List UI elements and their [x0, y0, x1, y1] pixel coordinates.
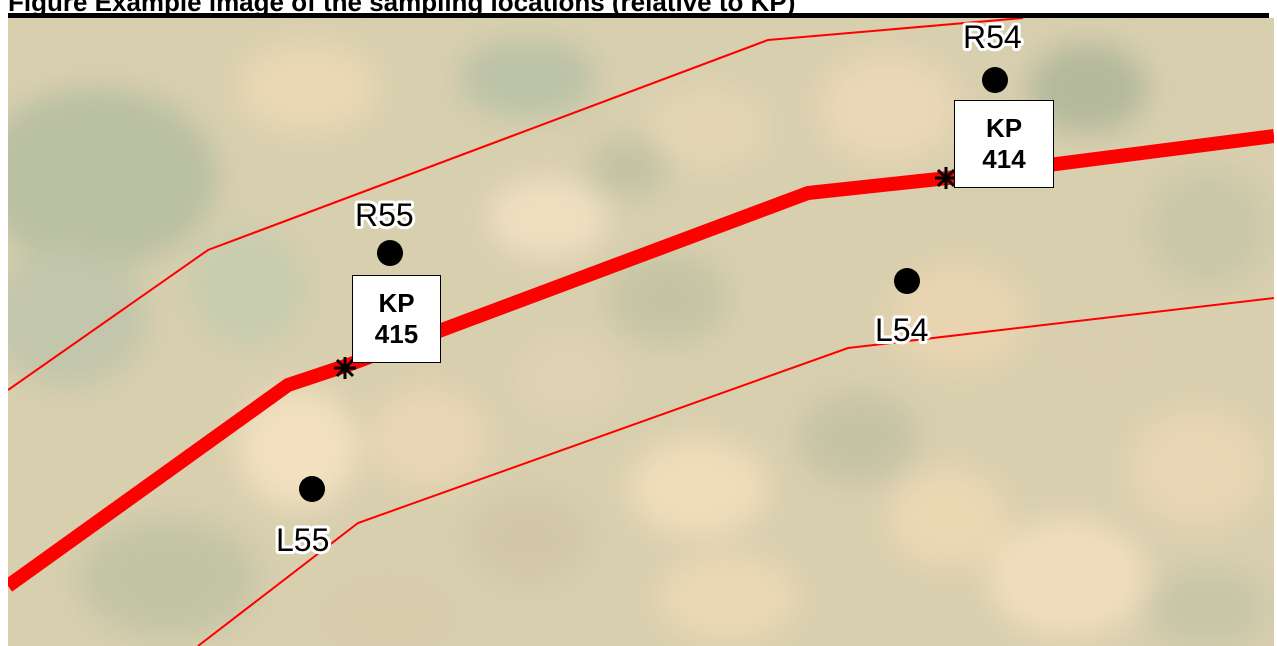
sampling-point-r55[interactable]: [377, 240, 403, 266]
kp-label-number: 414: [982, 144, 1026, 174]
kp-label-box-415: KP 415: [352, 275, 441, 363]
sampling-label-r55: R55: [355, 197, 414, 233]
sampling-point-l54[interactable]: [894, 268, 920, 294]
asterisk-marker-icon[interactable]: [935, 167, 957, 189]
sampling-label-l54: L54: [875, 312, 928, 348]
aerial-map[interactable]: R54 L54 R55 L55 KP 414 KP 415: [8, 18, 1274, 646]
caption-divider: [8, 13, 1269, 18]
corridor-upper-boundary: [8, 18, 1024, 391]
sampling-point-r54[interactable]: [982, 67, 1008, 93]
kp-label-prefix: KP: [985, 113, 1023, 143]
aerial-imagery-background: [8, 18, 1274, 646]
map-canvas[interactable]: R54 L54 R55 L55: [8, 18, 1274, 646]
asterisk-marker-icon[interactable]: [334, 357, 356, 379]
corridor-lower-boundary: [197, 297, 1274, 646]
sampling-label-l55: L55: [276, 522, 329, 558]
kp-label-number: 415: [374, 319, 419, 349]
kp-label-box-414: KP 414: [954, 100, 1054, 188]
sampling-label-r54: R54: [963, 19, 1022, 55]
kp-label-prefix: KP: [378, 288, 415, 318]
figure-caption: Figure Example image of the sampling loc…: [8, 0, 795, 13]
sampling-point-l55[interactable]: [299, 476, 325, 502]
